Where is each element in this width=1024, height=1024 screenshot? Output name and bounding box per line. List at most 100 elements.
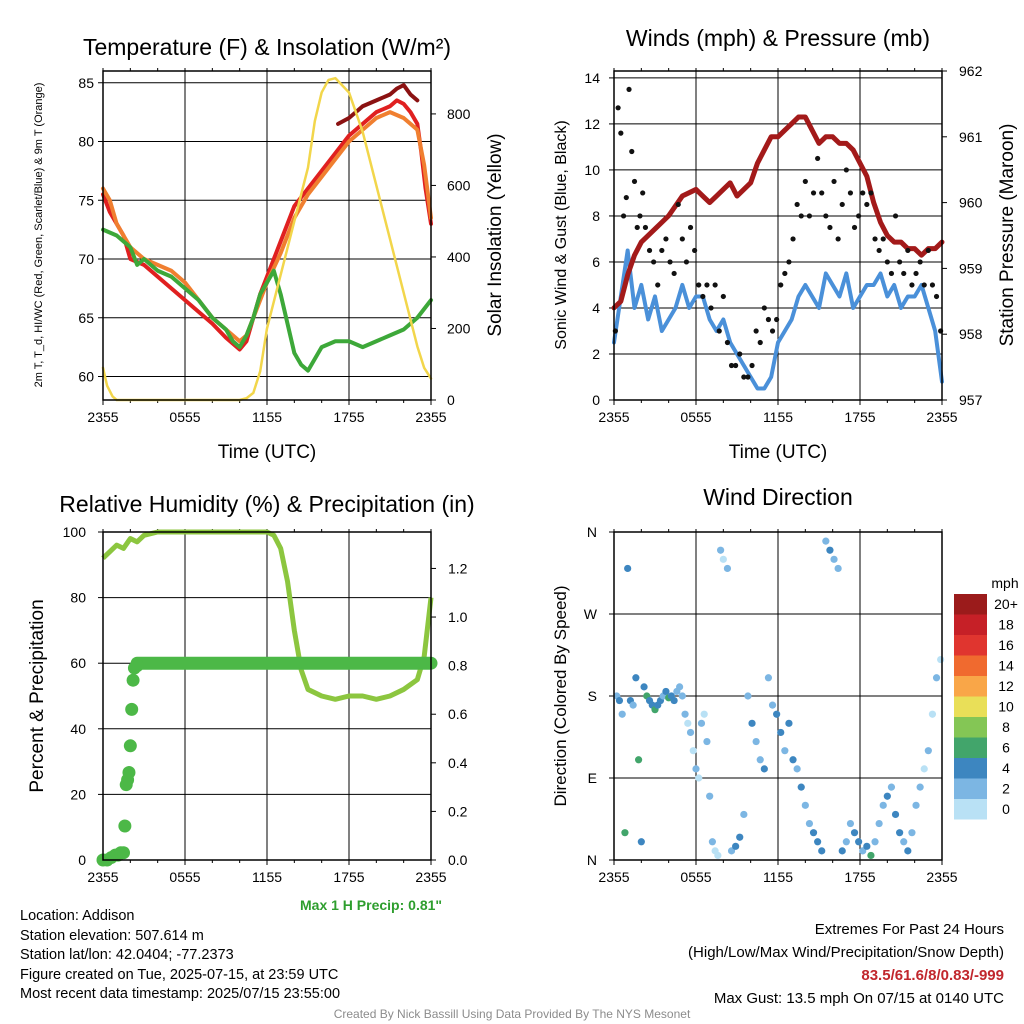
gust-point [884, 259, 890, 265]
legend-swatch [954, 614, 987, 635]
direction-point [717, 546, 725, 554]
x-tick-label: 2355 [87, 869, 118, 885]
legend-label: 2 [1002, 781, 1010, 797]
x-tick-label: 0555 [169, 869, 200, 885]
gust-point [646, 247, 653, 254]
x-tick-label: 1155 [763, 869, 793, 885]
gust-point [769, 328, 776, 334]
y-right-tick-label: 0.6 [448, 706, 468, 722]
direction-point [887, 783, 896, 791]
gust-point [872, 236, 878, 242]
direction-point [756, 756, 764, 764]
direction-point [916, 783, 924, 791]
gust-point [921, 282, 927, 288]
direction-point [640, 683, 648, 691]
gust-point [868, 190, 874, 196]
direction-point [744, 692, 752, 700]
legend-swatch [954, 676, 987, 697]
gust-point [786, 259, 792, 265]
y-tick-label: 70 [78, 251, 94, 267]
direction-point [834, 564, 842, 573]
y-right-tick-label: 0.4 [448, 755, 468, 771]
panel-title: Relative Humidity (%) & Precipitation (i… [59, 491, 474, 517]
y-tick-label: 100 [63, 524, 87, 540]
y-tick-label: 65 [78, 310, 94, 326]
direction-point [826, 546, 834, 554]
direction-point [695, 774, 703, 782]
legend-swatch [954, 655, 987, 676]
direction-point [723, 564, 732, 573]
legend-swatch [954, 778, 987, 799]
direction-point [760, 765, 768, 773]
y-tick-label: N [587, 524, 597, 540]
x-tick-label: 2355 [598, 869, 629, 885]
direction-point [662, 687, 670, 696]
direction-point [855, 838, 863, 846]
gust-point [802, 178, 808, 185]
y-right-tick-label: 800 [447, 106, 471, 122]
gust-point [778, 282, 784, 288]
direction-point [805, 819, 814, 828]
gust-point [712, 282, 718, 288]
direction-point [703, 737, 711, 746]
direction-point [932, 674, 941, 682]
legend-swatch [954, 737, 987, 758]
gust-point [637, 213, 643, 219]
recent-data-text: Most recent data timestamp: 2025/07/15 2… [20, 986, 341, 1003]
gust-point [663, 236, 669, 242]
created-text: Figure created on Tue, 2025-07-15, at 23… [20, 966, 339, 983]
gust-point [929, 282, 936, 288]
elevation-text: Station elevation: 507.614 m [20, 927, 204, 944]
plot-frame [613, 70, 943, 401]
gust-point [651, 259, 657, 265]
y-tick-label: 2 [592, 346, 600, 362]
x-tick-label: 0555 [169, 409, 200, 425]
gust-point [629, 148, 635, 155]
precip-point [125, 702, 139, 716]
precip-point [130, 659, 144, 673]
direction-point [632, 674, 640, 682]
gust-point [720, 293, 726, 300]
gust-point [876, 247, 882, 254]
direction-point [637, 838, 645, 846]
speed-legend: mph 20+ 18 16 14 12 10 8 6 4 2 0 [954, 575, 1019, 820]
gust-point [667, 259, 673, 265]
direction-point [618, 710, 626, 718]
y-right-tick-label: 1.0 [448, 609, 468, 625]
direction-point [708, 838, 717, 846]
y-right-tick-label: 957 [959, 392, 983, 408]
gust-point [623, 194, 629, 201]
y-tick-label: E [588, 770, 597, 786]
station-info: Location: Addison Station elevation: 507… [20, 907, 340, 1005]
gust-point [659, 247, 665, 254]
series-line-t-d [101, 227, 433, 373]
gust-point [741, 374, 747, 380]
y-tick-label: 60 [78, 369, 94, 385]
direction-point [838, 847, 846, 855]
gust-point [724, 339, 731, 346]
direction-point [740, 810, 748, 819]
plot-frame [102, 531, 432, 861]
gust-point [917, 259, 923, 265]
direction-point [714, 851, 722, 860]
y-tick-label: N [587, 852, 597, 868]
direction-point [883, 792, 891, 800]
direction-point [850, 829, 859, 837]
legend-swatch [954, 696, 987, 717]
direction-point [773, 710, 781, 718]
gust-point [905, 247, 911, 254]
gust-point [864, 201, 870, 208]
direction-point [920, 765, 928, 773]
direction-point [748, 719, 756, 727]
legend-swatch [954, 594, 987, 615]
y-tick-label: 80 [70, 590, 86, 606]
gust-point [753, 328, 759, 334]
gust-point [819, 190, 825, 196]
max-gust-text: Max Gust: 13.5 mph On 07/15 at 0140 UTC [713, 990, 1004, 1007]
gust-point [913, 270, 919, 277]
x-tick-label: 2355 [87, 409, 118, 425]
y-axis-label: Percent & Precipitation [27, 599, 48, 792]
direction-point [689, 747, 697, 755]
direction-point [621, 829, 629, 837]
